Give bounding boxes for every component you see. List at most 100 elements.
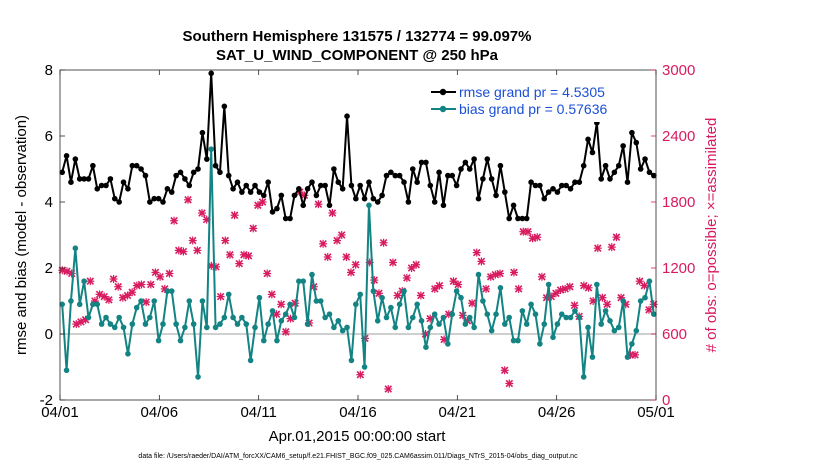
obs-count-marker	[435, 281, 444, 290]
obs-count-marker	[430, 284, 439, 293]
legend-bias-label: bias grand pr = 0.57636	[459, 101, 607, 117]
bias-point	[523, 321, 530, 327]
rmse-point	[225, 172, 232, 179]
obs-count-marker	[482, 284, 491, 293]
y2-axis-label: # of obs: o=possible; ×=assimilated	[703, 118, 720, 353]
bias-point	[326, 311, 333, 318]
y-tick-label: 4	[45, 194, 53, 211]
bias-point	[357, 291, 363, 298]
rmse-point	[107, 176, 114, 182]
obs-count-marker	[337, 231, 346, 239]
bias-point	[440, 314, 447, 321]
rmse-point	[59, 169, 65, 176]
rmse-point	[572, 179, 578, 185]
y2-tick-label: 3000	[662, 62, 695, 79]
bias-point	[98, 321, 105, 327]
bias-point	[624, 354, 631, 360]
bias-point	[510, 337, 517, 344]
obs-count-marker	[184, 195, 193, 204]
rmse-point	[576, 179, 583, 185]
obs-count-marker	[468, 299, 477, 308]
obs-count-marker	[407, 264, 416, 272]
y-tick-label: -2	[40, 392, 53, 409]
rmse-point	[103, 182, 109, 189]
rmse-point	[287, 215, 293, 222]
bias-point	[361, 364, 368, 370]
bias-point	[256, 294, 263, 301]
rmse-point	[322, 182, 328, 189]
obs-count-marker	[263, 269, 272, 278]
bias-point	[322, 314, 328, 321]
x-tick-label: 04/16	[339, 404, 377, 421]
rmse-point	[388, 169, 394, 176]
bias-point	[418, 318, 425, 324]
rmse-point	[344, 113, 350, 119]
obs-count-marker	[384, 385, 393, 393]
rmse-point	[589, 149, 596, 156]
bias-point	[475, 271, 482, 278]
obs-count-marker	[314, 200, 323, 209]
x-axis-label: Apr.01,2015 00:00:00 start	[269, 428, 447, 445]
bias-point	[296, 278, 302, 285]
obs-count-marker	[281, 327, 290, 336]
bias-point	[611, 327, 618, 334]
bias-point	[558, 311, 565, 318]
rmse-point	[243, 182, 250, 189]
legend-rmse-marker	[439, 88, 447, 96]
rmse-point	[541, 195, 548, 202]
rmse-point	[484, 156, 491, 162]
rmse-point	[383, 172, 390, 179]
obs-count-marker	[593, 244, 602, 253]
bias-point	[427, 324, 434, 331]
rmse-point	[602, 162, 609, 169]
bias-point	[502, 321, 508, 327]
rmse-point	[405, 199, 412, 205]
bias-point	[85, 314, 92, 321]
x-tick-label: 04/21	[439, 404, 477, 421]
rmse-point	[475, 195, 482, 202]
bias-layer	[59, 146, 657, 380]
y2-tick-label: 1200	[662, 260, 695, 277]
rmse-point	[401, 179, 407, 185]
rmse-point	[195, 166, 201, 172]
rmse-point	[168, 189, 175, 195]
bias-point	[344, 324, 350, 331]
rmse-point	[265, 179, 271, 185]
bias-point	[76, 301, 83, 308]
bias-point	[563, 314, 569, 321]
obs-count-marker	[570, 301, 579, 310]
bias-point	[431, 311, 438, 318]
bias-point	[651, 311, 657, 318]
bias-point	[164, 288, 171, 294]
bias-point	[190, 321, 197, 327]
bias-point	[59, 301, 65, 308]
obs-count-marker	[416, 291, 425, 300]
rmse-point	[523, 215, 530, 222]
rmse-point	[151, 195, 158, 202]
rmse-point	[142, 172, 149, 179]
bias-point	[212, 324, 219, 331]
rmse-point	[624, 179, 631, 185]
bias-point	[620, 298, 626, 304]
y-tick-label: 2	[45, 260, 53, 277]
bias-point	[282, 311, 289, 318]
bias-point	[182, 324, 188, 331]
x-tick-label: 04/06	[141, 404, 179, 421]
obs-count-marker	[523, 227, 532, 236]
rmse-point	[155, 195, 162, 202]
rmse-point	[278, 192, 285, 199]
rmse-point	[502, 189, 508, 195]
obs-count-marker	[402, 273, 411, 282]
bias-point	[204, 324, 210, 331]
plot-area	[60, 70, 656, 400]
bias-point	[142, 321, 149, 327]
bias-point	[269, 308, 276, 314]
rmse-point	[611, 169, 618, 176]
rmse-point	[247, 189, 254, 195]
bias-point	[63, 367, 70, 374]
bias-point	[379, 294, 385, 301]
bias-point	[646, 278, 653, 285]
rmse-point	[221, 103, 228, 110]
obs-count-marker	[244, 251, 253, 260]
rmse-point	[585, 136, 591, 143]
